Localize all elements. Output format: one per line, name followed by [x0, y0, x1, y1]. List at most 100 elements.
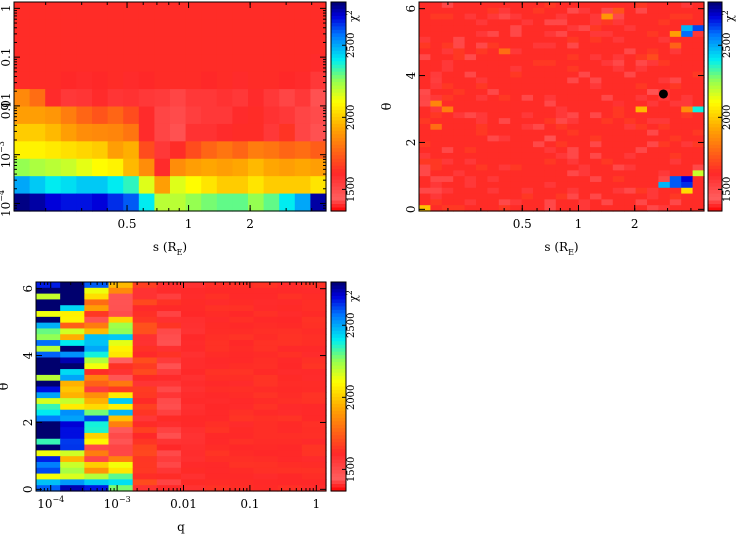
- heatmap-cell: [205, 456, 230, 463]
- heatmap-cell: [229, 363, 255, 370]
- heatmap-cell: [498, 181, 511, 189]
- heatmap-cell: [170, 176, 187, 195]
- heatmap-cell: [132, 479, 158, 486]
- heatmap-cell: [521, 123, 534, 131]
- heatmap-cell: [294, 2, 311, 21]
- colorbar-segment: [708, 12, 722, 17]
- heatmap-cell: [60, 305, 85, 312]
- heatmap-cell: [76, 106, 93, 125]
- colorbar-segment: [331, 313, 346, 318]
- heatmap-cell: [601, 176, 614, 183]
- heatmap-cell: [430, 129, 443, 137]
- heatmap-cell: [510, 181, 523, 189]
- heatmap-cell: [253, 322, 279, 330]
- heatmap-cell: [216, 106, 233, 125]
- heatmap-cell: [453, 36, 466, 44]
- heatmap-cell: [647, 83, 659, 90]
- heatmap-cell: [301, 328, 327, 335]
- heatmap-cell: [84, 357, 110, 364]
- heatmap-cell: [476, 71, 488, 79]
- heatmap-cell: [498, 36, 511, 44]
- heatmap-cell: [544, 164, 557, 171]
- heatmap-cell: [294, 176, 311, 195]
- heatmap-cell: [578, 100, 591, 108]
- heatmap-cell: [578, 147, 591, 154]
- heatmap-cell: [430, 83, 443, 90]
- heatmap-cell: [205, 444, 230, 451]
- heatmap-cell: [681, 187, 694, 195]
- heatmap-cell: [590, 42, 602, 50]
- y-tick-label: 6: [404, 5, 418, 13]
- heatmap-cell: [170, 89, 187, 108]
- heatmap-cell: [107, 54, 124, 73]
- heatmap-cell: [294, 19, 311, 38]
- heatmap-cell: [232, 176, 249, 195]
- heatmap-cell: [419, 170, 431, 177]
- heatmap-cell: [84, 293, 110, 301]
- colorbar-segment: [708, 169, 722, 174]
- colorbar-segment: [708, 64, 722, 69]
- heatmap-cell: [544, 65, 557, 73]
- heatmap-cell: [510, 152, 523, 160]
- heatmap-cell: [669, 112, 682, 119]
- heatmap-cell: [476, 13, 488, 21]
- colorbar-segment: [331, 449, 346, 454]
- heatmap-cell: [279, 176, 296, 195]
- heatmap-cell: [36, 398, 61, 405]
- colorbar-segment: [331, 183, 346, 188]
- heatmap-cell: [229, 473, 255, 480]
- heatmap-cell: [253, 398, 279, 405]
- heatmap-cell: [84, 345, 110, 353]
- heatmap-cell: [533, 152, 545, 160]
- heatmap-cell: [669, 199, 682, 206]
- heatmap-cell: [205, 386, 230, 393]
- heatmap-cell: [567, 89, 580, 96]
- heatmap-cell: [301, 444, 327, 451]
- heatmap-cell: [156, 316, 182, 324]
- heatmap-cell: [253, 305, 279, 312]
- heatmap-cell: [612, 60, 625, 67]
- heatmap-cell: [544, 181, 557, 189]
- heatmap-cell: [487, 181, 500, 189]
- heatmap-cell: [181, 282, 206, 289]
- heatmap-cell: [181, 432, 206, 440]
- heatmap-cell: [624, 181, 637, 189]
- heatmap-cell: [487, 89, 500, 96]
- heatmap-cell: [498, 48, 511, 55]
- heatmap-cell: [205, 479, 230, 486]
- heatmap-cell: [216, 19, 233, 38]
- heatmap-cell: [612, 129, 625, 137]
- heatmap-cell: [60, 386, 85, 393]
- heatmap-cell: [669, 164, 682, 171]
- heatmap-cell: [60, 106, 77, 125]
- heatmap-cell: [555, 7, 568, 15]
- heatmap-cell: [138, 2, 155, 21]
- colorbar-segment: [331, 351, 346, 356]
- heatmap-cell: [567, 83, 580, 90]
- heatmap-cell: [521, 19, 534, 26]
- heatmap-cell: [647, 94, 659, 102]
- colorbar-segment: [708, 19, 722, 24]
- heatmap-cell: [578, 112, 591, 119]
- heatmap-cell: [464, 48, 477, 55]
- heatmap-cell: [229, 415, 255, 422]
- heatmap-cell: [601, 94, 614, 102]
- heatmap-cell: [601, 60, 614, 67]
- heatmap-cell: [430, 147, 443, 154]
- heatmap-cell: [681, 147, 694, 154]
- heatmap-cell: [60, 485, 85, 492]
- heatmap-cell: [60, 392, 85, 399]
- heatmap-cell: [45, 19, 62, 38]
- heatmap-cell: [123, 123, 140, 142]
- heatmap-cell: [60, 299, 85, 306]
- colorbar-segment: [331, 396, 346, 402]
- heatmap-cell: [277, 293, 303, 301]
- heatmap-cell: [578, 83, 591, 90]
- colorbar-segment: [331, 141, 346, 146]
- heatmap-cell: [612, 2, 625, 9]
- heatmap-cell: [487, 199, 500, 206]
- heatmap-cell: [185, 54, 202, 73]
- heatmap-cell: [487, 7, 500, 15]
- heatmap-cell: [658, 2, 671, 9]
- heatmap-cell: [464, 54, 477, 61]
